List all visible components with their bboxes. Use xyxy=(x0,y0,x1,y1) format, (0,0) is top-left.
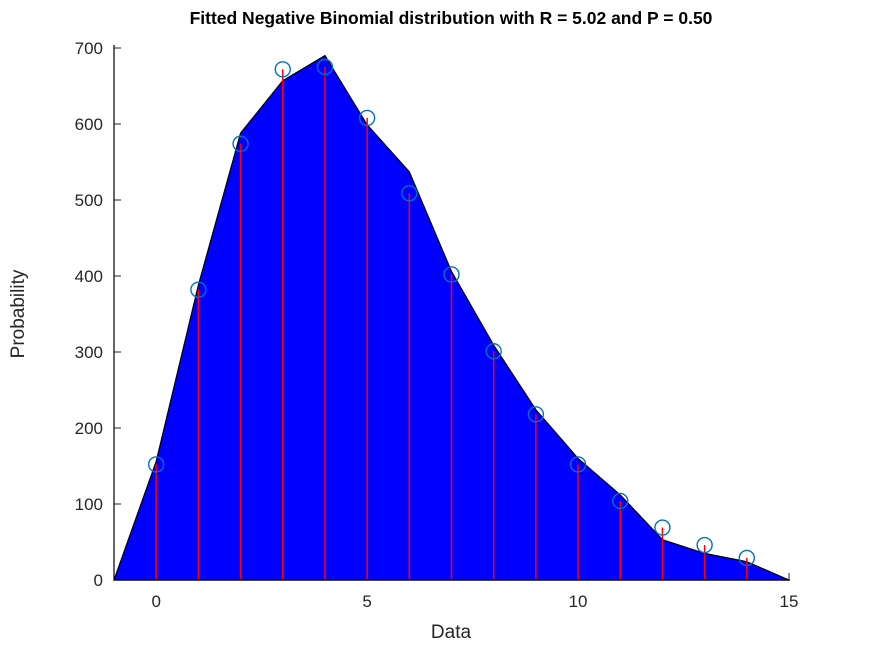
stem-marker-circle xyxy=(612,492,629,510)
data-layer xyxy=(113,54,790,581)
stem-marker-circle xyxy=(147,456,165,473)
y-tick-label: 300 xyxy=(75,343,103,362)
stem-marker-circle xyxy=(738,549,756,567)
y-tick-label: 200 xyxy=(75,419,103,438)
y-tick-label: 100 xyxy=(75,495,103,514)
stem-marker-circle xyxy=(401,184,418,202)
y-tick-label: 400 xyxy=(75,267,103,286)
stem-marker-circle xyxy=(316,58,334,76)
y-axis-label: Probability xyxy=(8,269,29,358)
x-tick-label: 5 xyxy=(362,592,371,611)
y-tick-label: 0 xyxy=(94,571,103,590)
stem-marker-circle xyxy=(654,519,671,536)
x-tick-label: 0 xyxy=(151,592,160,611)
y-tick-label: 600 xyxy=(75,115,103,134)
stem-marker-circle xyxy=(274,61,291,78)
chart-title: Fitted Negative Binomial distribution wi… xyxy=(190,8,713,28)
x-axis-label: Data xyxy=(431,622,472,643)
x-tick-label: 15 xyxy=(780,592,799,611)
stem-marker-circle xyxy=(443,266,460,283)
x-tick-label: 10 xyxy=(569,592,588,611)
y-tick-label: 500 xyxy=(75,191,103,210)
stem-marker-circle xyxy=(358,109,376,127)
stem-marker-circle xyxy=(569,456,587,473)
stem-marker-circle xyxy=(527,406,545,423)
y-tick-label: 700 xyxy=(75,39,103,58)
stem-marker-circle xyxy=(485,343,502,360)
stem-marker-circle xyxy=(232,135,249,152)
stem-marker-circle xyxy=(696,536,713,554)
stem-marker-circle xyxy=(190,281,207,298)
